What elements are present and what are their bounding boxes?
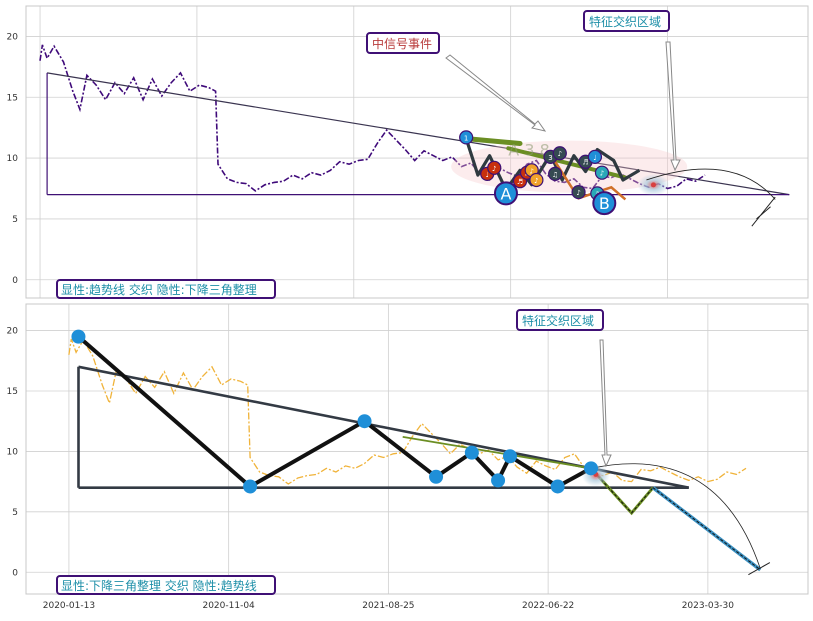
trend-green-segment	[463, 136, 523, 146]
pivot-marker	[491, 473, 506, 488]
event-marker	[529, 172, 544, 188]
projection-tick	[751, 196, 776, 227]
y-tick-label: 20	[7, 327, 19, 337]
pivot-marker	[243, 479, 258, 494]
y-tick-label: 5	[12, 215, 18, 225]
x-tick-label: 2020-11-04	[202, 601, 255, 611]
event-marker	[552, 146, 567, 161]
event-marker-label: ♪	[529, 167, 533, 175]
event-marker-label: ♬	[517, 178, 523, 186]
y-tick-label: 15	[7, 387, 18, 397]
caption-text: 显性:下降三角整理 交织 隐性:趋势线	[61, 578, 257, 593]
annotation-arrow	[599, 339, 612, 468]
event-marker-label: 3	[548, 154, 552, 162]
grid-group	[26, 304, 808, 594]
caption-box	[56, 279, 276, 299]
caption-box	[56, 575, 276, 595]
x-tick-label: 2020-01-13	[43, 601, 95, 611]
event-marker-label: ♪	[534, 177, 538, 185]
event-marker	[548, 166, 563, 181]
annotation-text: 特征交织区域	[522, 313, 594, 328]
projection-arc	[646, 168, 776, 200]
event-marker-label: ♪	[558, 150, 562, 158]
event-marker-label: 1	[464, 134, 468, 142]
event-marker-label: ♫	[552, 171, 558, 179]
event-marker-label: ♪	[492, 165, 496, 173]
y-tick-label: 5	[12, 508, 18, 518]
event-marker	[487, 160, 502, 175]
pivot-label: B	[599, 194, 610, 213]
faint-label: A 3 8	[508, 141, 549, 160]
event-marker	[459, 130, 474, 145]
plot-area	[68, 329, 771, 576]
event-marker-label: ♩	[486, 171, 489, 179]
y-tick-label: 10	[7, 154, 19, 164]
plot-frame	[25, 303, 809, 595]
trend-green-line	[402, 436, 592, 470]
bottom-panel: 0 5 10 15 20 2020-01-13 2020-11-04 2021-08-25 20…	[7, 303, 809, 611]
annotation-box	[516, 309, 604, 331]
pivot-marker-a	[493, 181, 518, 206]
annotation-arrow	[665, 41, 681, 172]
projection-arc	[590, 463, 761, 569]
pivot-marker	[71, 329, 86, 344]
x-tick-label: 2023-03-30	[682, 601, 735, 611]
event-marker-label: ♪	[576, 189, 580, 197]
pivot-marker	[502, 449, 517, 464]
caption-text: 显性:趋势线 交织 隐性:下降三角整理	[61, 282, 257, 297]
pivot-marker	[429, 469, 444, 484]
y-tick-label: 0	[12, 568, 18, 578]
projection-blue-dash	[652, 487, 761, 571]
projection-tick	[748, 562, 771, 576]
plot-frame	[25, 5, 809, 299]
y-tick-label: 0	[12, 276, 18, 286]
x-tick-label: 2022-06-22	[522, 601, 574, 611]
pivot-marker	[464, 445, 479, 460]
event-marker	[594, 165, 610, 180]
annotation-text: 特征交织区域	[589, 14, 661, 29]
annotation-box	[366, 32, 440, 54]
annotation-box	[583, 10, 670, 32]
pivot-marker	[584, 461, 599, 476]
pivot-marker-b	[592, 191, 617, 216]
event-marker-label: ♬	[582, 159, 588, 167]
pattern-zigzag	[77, 335, 592, 489]
x-tick-label: 2021-08-25	[362, 601, 414, 611]
feature-dot	[650, 182, 656, 188]
y-tick-label: 10	[7, 447, 19, 457]
annotation-text: 中信号事件	[372, 36, 432, 51]
annotation-arrow	[445, 54, 547, 132]
event-marker-label: ♪	[600, 170, 604, 178]
pivot-label: A	[500, 184, 511, 203]
pivot-marker	[357, 414, 372, 429]
price-line	[39, 44, 706, 192]
y-tick-label: 20	[7, 32, 19, 42]
event-marker	[571, 185, 586, 200]
price-line	[68, 338, 747, 485]
event-marker	[587, 149, 603, 164]
pivot-marker	[550, 479, 565, 494]
event-marker-label: ♩	[593, 154, 596, 162]
y-tick-label: 15	[7, 93, 18, 103]
plot-area: A 3 81♩♪♬♫♪♪3♪♫♪♬♩♪♫AB	[39, 44, 790, 227]
